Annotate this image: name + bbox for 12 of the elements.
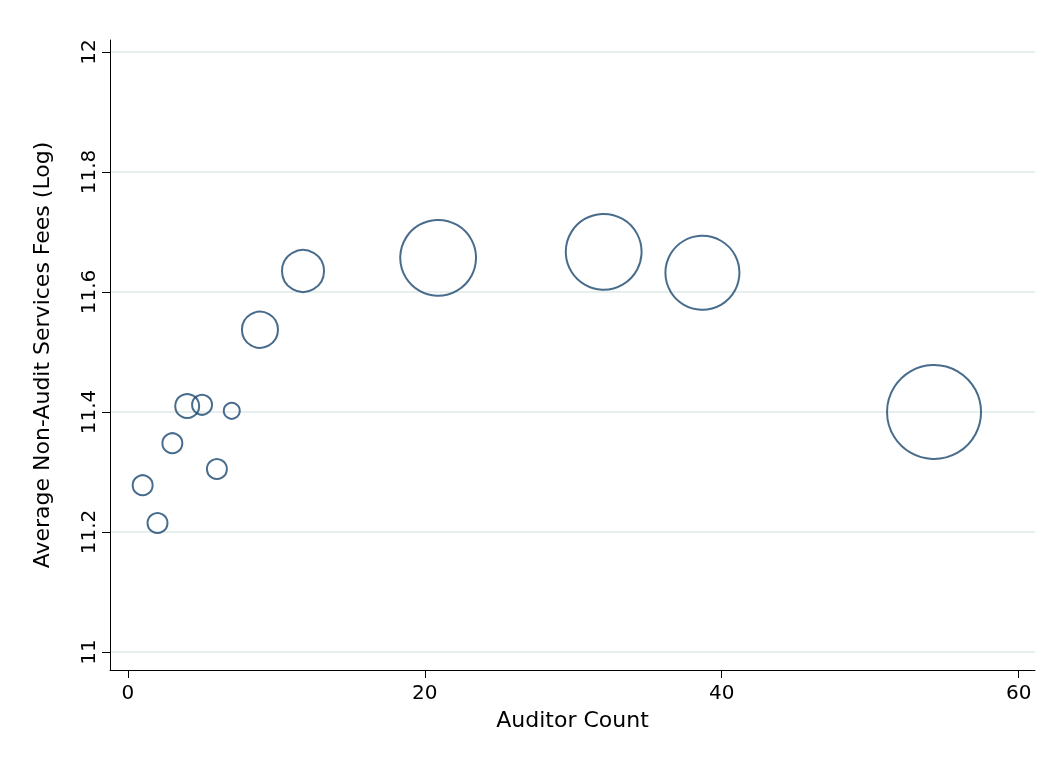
x-tick-label: 20 <box>412 680 438 704</box>
y-tick-label: 11 <box>76 639 100 665</box>
y-axis-title: Average Non-Audit Services Fees (Log) <box>28 141 54 569</box>
y-tick-label: 11.2 <box>76 509 100 555</box>
x-tick-label: 0 <box>121 680 135 704</box>
y-tick-label: 12 <box>76 39 100 65</box>
x-tick-label: 60 <box>1005 680 1032 704</box>
x-axis-title: Auditor Count <box>496 706 650 732</box>
y-tick-label: 11.4 <box>76 389 100 435</box>
x-tick-label: 40 <box>708 680 735 704</box>
y-tick-label: 11.8 <box>76 149 100 195</box>
y-tick-label: 11.6 <box>76 269 100 315</box>
